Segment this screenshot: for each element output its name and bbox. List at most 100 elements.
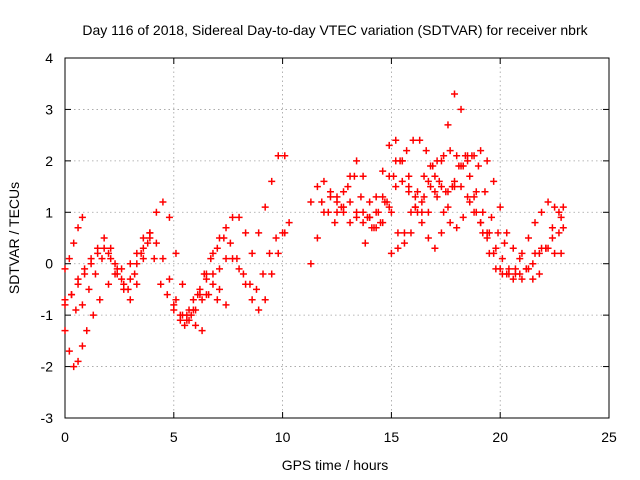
data-point	[472, 188, 480, 196]
data-point	[242, 280, 250, 288]
data-point	[131, 270, 139, 278]
data-point	[390, 172, 398, 180]
data-point	[538, 208, 546, 216]
data-point	[407, 208, 415, 216]
data-point	[81, 270, 89, 278]
data-point	[531, 249, 539, 257]
data-point	[555, 229, 563, 237]
data-point	[285, 219, 293, 227]
data-point	[483, 234, 491, 242]
data-point	[105, 280, 113, 288]
data-point	[70, 239, 78, 247]
data-point	[189, 296, 197, 304]
series-arc-14	[387, 147, 565, 283]
data-point	[392, 183, 400, 191]
data-point	[433, 193, 441, 201]
data-point	[215, 265, 223, 273]
data-point	[259, 270, 267, 278]
data-point	[411, 193, 419, 201]
data-point	[437, 229, 445, 237]
data-point	[89, 311, 97, 319]
data-point	[340, 188, 348, 196]
data-point	[74, 280, 82, 288]
data-point	[422, 147, 430, 155]
data-point	[524, 234, 532, 242]
data-point	[379, 167, 387, 175]
data-point	[501, 239, 509, 247]
data-point	[313, 183, 321, 191]
data-point	[200, 270, 208, 278]
data-point	[405, 172, 413, 180]
y-tick-label: 1	[45, 204, 53, 220]
data-point	[418, 198, 426, 206]
data-point	[361, 239, 369, 247]
data-point	[531, 219, 539, 227]
data-point	[394, 244, 402, 252]
data-point	[74, 224, 82, 232]
data-point	[111, 260, 119, 268]
data-point	[126, 260, 134, 268]
data-point	[398, 177, 406, 185]
data-point	[420, 172, 428, 180]
data-point	[494, 229, 502, 237]
data-point	[483, 157, 491, 165]
data-point	[350, 172, 358, 180]
data-point	[152, 208, 160, 216]
data-point	[418, 219, 426, 227]
data-point	[261, 203, 269, 211]
data-point	[511, 270, 519, 278]
data-point	[548, 224, 556, 232]
data-point	[78, 342, 86, 350]
data-point	[202, 291, 210, 299]
data-point	[222, 255, 230, 263]
data-point	[457, 105, 465, 113]
data-point	[535, 270, 543, 278]
x-tick-label: 15	[384, 429, 400, 445]
data-point	[461, 152, 469, 160]
data-point	[222, 224, 230, 232]
data-point	[165, 275, 173, 283]
data-point	[440, 208, 448, 216]
data-point	[492, 244, 500, 252]
data-point	[165, 213, 173, 221]
data-point	[437, 183, 445, 191]
data-point	[181, 321, 189, 329]
data-point	[344, 183, 352, 191]
data-point	[242, 229, 250, 237]
data-point	[107, 244, 115, 252]
x-tick-label: 20	[492, 429, 508, 445]
data-point	[400, 229, 408, 237]
data-point	[209, 280, 217, 288]
data-point	[150, 255, 158, 263]
data-point	[346, 219, 354, 227]
data-point	[346, 198, 354, 206]
data-point	[307, 198, 315, 206]
data-point	[451, 90, 459, 98]
data-point	[459, 213, 467, 221]
data-point	[466, 198, 474, 206]
y-tick-label: 2	[45, 153, 53, 169]
series-arc-8	[202, 229, 289, 314]
data-point	[274, 152, 282, 160]
data-point	[498, 255, 506, 263]
data-point	[394, 229, 402, 237]
series-arc-13	[361, 183, 565, 278]
data-point	[281, 229, 289, 237]
data-point	[78, 213, 86, 221]
data-point	[213, 244, 221, 252]
data-point	[368, 224, 376, 232]
data-point	[100, 244, 108, 252]
data-point	[387, 208, 395, 216]
data-point	[220, 234, 228, 242]
x-tick-label: 0	[61, 429, 69, 445]
axis-ticks	[64, 57, 610, 419]
data-point	[366, 213, 374, 221]
data-point	[503, 229, 511, 237]
data-point	[479, 229, 487, 237]
data-point	[359, 219, 367, 227]
data-point	[548, 234, 556, 242]
data-point	[457, 183, 465, 191]
series-arc-6	[170, 152, 289, 324]
data-point	[333, 198, 341, 206]
data-point	[100, 234, 108, 242]
